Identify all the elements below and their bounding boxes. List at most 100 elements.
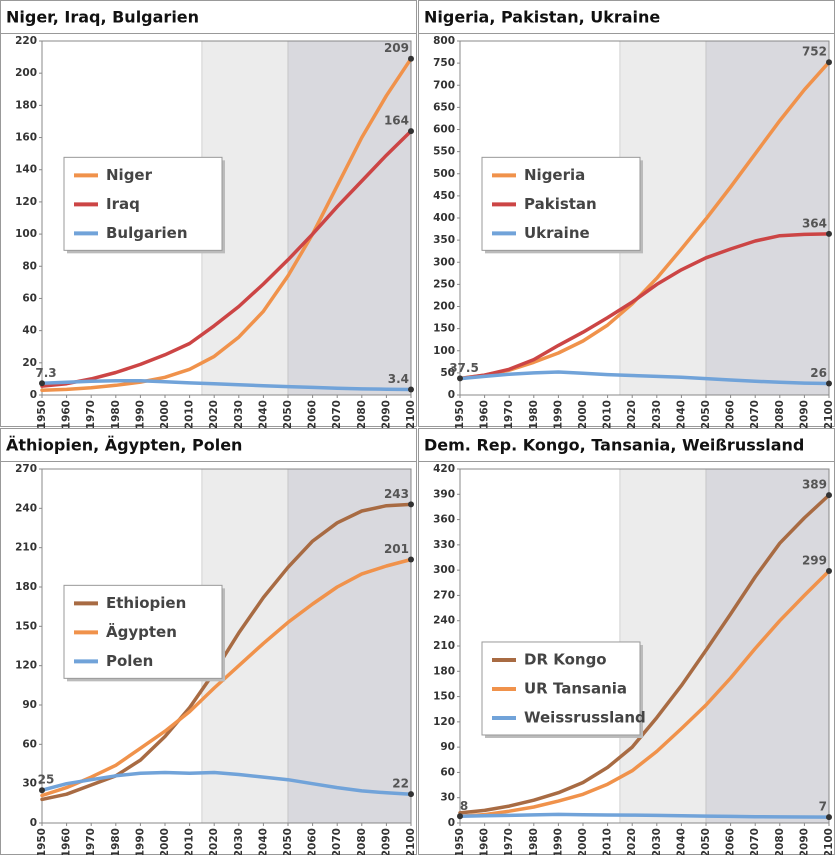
series-line (40, 56, 413, 392)
legend-label: Pakistan (524, 195, 597, 213)
series-line (458, 232, 831, 381)
annotation-dot (457, 813, 463, 820)
x-tick-label: 1970 (503, 828, 515, 855)
annotation-label: 7.3 (35, 366, 56, 380)
x-tick-label: 1960 (479, 400, 491, 429)
x-tick-label: 2080 (774, 400, 786, 429)
x-tick-label: 1970 (503, 400, 515, 429)
annotation-label: 752 (802, 45, 827, 59)
x-tick-label: 2040 (675, 828, 687, 855)
x-tick-label: 2080 (356, 400, 368, 429)
x-tick-label: 2050 (282, 400, 294, 429)
y-tick-label: 600 (433, 124, 455, 136)
title-bar (418, 428, 835, 462)
y-tick-label: 90 (440, 741, 455, 753)
y-tick-label: 180 (15, 99, 37, 111)
annotation-dot (826, 59, 832, 66)
y-tick-label: 200 (15, 67, 37, 79)
x-tick-label: 2000 (577, 400, 589, 429)
x-tick-label: 2060 (725, 400, 737, 429)
annotation-dot (826, 567, 832, 574)
x-tick-label: 2030 (233, 828, 245, 855)
title-bar (0, 0, 417, 34)
x-tick-label: 2080 (356, 828, 368, 855)
y-tick-label: 0 (30, 817, 37, 829)
chart-title: Dem. Rep. Kongo, Tansania, Weißrussland (424, 436, 804, 455)
x-tick-label: 2050 (700, 828, 712, 855)
x-tick-label: 2000 (577, 828, 589, 855)
y-tick-label: 120 (15, 196, 37, 208)
series-line (40, 770, 413, 796)
x-tick-label: 1960 (61, 828, 73, 855)
y-tick-label: 120 (433, 716, 455, 728)
x-tick-label: 1990 (134, 400, 146, 429)
legend-label: UR Tansania (524, 679, 627, 697)
x-tick-label: 1960 (479, 828, 491, 855)
plot-border (41, 40, 412, 396)
annotation-label: 22 (392, 777, 409, 791)
x-tick-label: 2020 (208, 400, 220, 429)
annotation-label: 7 (819, 800, 827, 814)
annotation-dot (408, 556, 414, 563)
annotation-label: 201 (384, 542, 409, 556)
y-tick-label: 750 (433, 57, 455, 69)
annotation-dot (408, 791, 414, 798)
series-line (40, 557, 413, 798)
x-tick-label: 2010 (602, 828, 614, 855)
y-tick-label: 360 (433, 514, 455, 526)
panel: Nigeria, Pakistan, Ukraine 0 50 100 150 200 25… (418, 0, 835, 429)
y-tick-label: 220 (15, 35, 37, 47)
y-tick-label: 0 (448, 817, 455, 829)
chart-title: Niger, Iraq, Bulgarien (6, 8, 199, 27)
annotation-label: 3.4 (388, 372, 409, 386)
x-tick-label: 2060 (307, 828, 319, 855)
x-tick-label: 1980 (110, 828, 122, 855)
x-tick-label: 1970 (85, 400, 97, 429)
x-tick-label: 2100 (823, 400, 835, 429)
y-tick-label: 0 (30, 389, 37, 401)
x-tick-label: 1990 (552, 400, 564, 429)
x-tick-label: 2000 (159, 400, 171, 429)
x-tick-label: 2030 (651, 828, 663, 855)
y-tick-label: 650 (433, 101, 455, 113)
y-tick-label: 150 (433, 691, 455, 703)
y-tick-label: 120 (15, 660, 37, 672)
x-tick-label: 1950 (454, 828, 466, 855)
legend-label: Ukraine (524, 224, 590, 242)
x-tick-label: 1980 (528, 400, 540, 429)
projection-band (287, 40, 412, 396)
y-tick-label: 80 (22, 260, 37, 272)
x-tick-label: 2040 (675, 400, 687, 429)
x-tick-label: 2090 (380, 400, 392, 429)
y-tick-label: 350 (433, 234, 455, 246)
annotation-dot (826, 814, 832, 821)
x-tick-label: 1950 (454, 400, 466, 429)
y-tick-label: 300 (433, 564, 455, 576)
projection-band (287, 468, 412, 824)
series-line (40, 129, 413, 388)
y-tick-label: 50 (440, 367, 455, 379)
y-tick-label: 240 (15, 502, 37, 514)
x-tick-label: 2050 (700, 400, 712, 429)
legend-label: Iraq (106, 195, 140, 213)
annotation-label: 8 (460, 799, 468, 813)
x-tick-label: 2090 (380, 828, 392, 855)
x-tick-label: 2070 (331, 828, 343, 855)
x-tick-label: 2040 (257, 828, 269, 855)
x-tick-label: 2090 (798, 400, 810, 429)
x-tick-label: 1980 (528, 828, 540, 855)
annotation-label: 25 (38, 773, 55, 787)
panel: Niger, Iraq, Bulgarien020406080100120140… (0, 0, 417, 429)
annotation-dot (408, 501, 414, 508)
x-tick-label: 1970 (85, 828, 97, 855)
y-tick-label: 100 (15, 228, 37, 240)
annotation-dot (408, 55, 414, 62)
series-line (40, 378, 413, 392)
y-tick-label: 20 (22, 357, 37, 369)
y-tick-label: 420 (433, 463, 455, 475)
y-tick-label: 270 (15, 463, 37, 475)
annotation-label: 37.5 (449, 361, 479, 375)
annotation-label: 389 (802, 478, 827, 492)
y-tick-label: 270 (433, 589, 455, 601)
x-tick-label: 2060 (725, 828, 737, 855)
